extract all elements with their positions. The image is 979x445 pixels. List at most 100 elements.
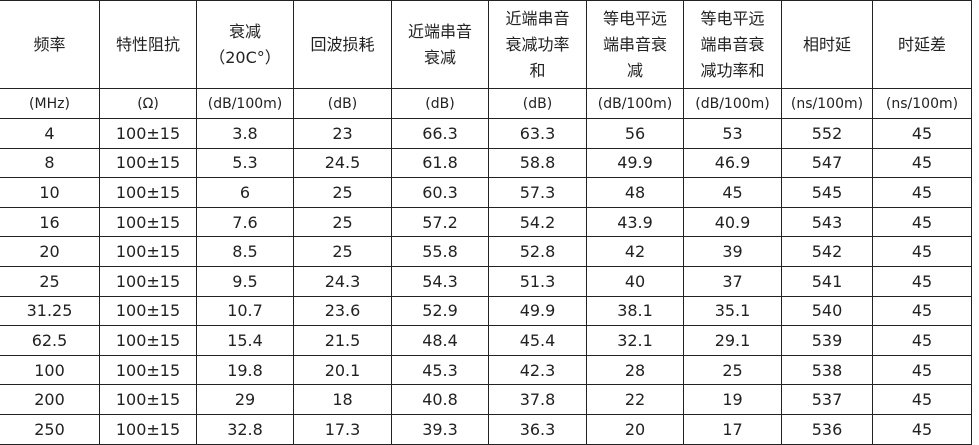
table-cell: 15.4: [196, 325, 294, 356]
table-cell: 36.3: [488, 413, 587, 445]
unit-cell: (MHz): [0, 88, 100, 119]
table-cell: 17: [683, 413, 782, 445]
table-cell: 54.3: [391, 265, 489, 297]
table-cell: 6: [196, 177, 294, 208]
table-cell: 25: [293, 206, 392, 238]
table-cell: 37: [683, 265, 782, 297]
header-row: 频率 特性阻抗 衰减 （20C°） 回波损耗 近端串音 衰减 近端串音 衰减功率 和等电平…: [0, 0, 972, 89]
table-cell: 25: [683, 354, 782, 386]
table-cell: 16: [0, 206, 100, 238]
table-cell: 45.3: [391, 354, 489, 386]
table-cell: 48: [586, 177, 684, 208]
table-cell: 100±15: [99, 295, 197, 327]
unit-cell: (dB/100m): [683, 88, 782, 119]
table-cell: 100±15: [99, 325, 197, 356]
table-cell: 29: [196, 384, 294, 415]
column-header: 近端串音 衰减功率 和: [488, 0, 587, 89]
table-row: 31.25 100±15 10.7 23.6 52.9 49.9 38.1 35.1 540 45: [0, 295, 972, 327]
table-cell: 20: [0, 236, 100, 267]
unit-cell: (dB): [293, 88, 392, 119]
table-cell: 200: [0, 384, 100, 415]
column-header: 回波损耗: [293, 0, 392, 89]
table-cell: 20: [586, 413, 684, 445]
table-cell: 17.3: [293, 413, 392, 445]
table-cell: 100±15: [99, 384, 197, 415]
table-cell: 10.7: [196, 295, 294, 327]
column-header: 等电平远 端串音衰 减: [586, 0, 684, 89]
table-cell: 66.3: [391, 118, 489, 149]
unit-cell: (ns/100m): [781, 88, 873, 119]
table-cell: 100: [0, 354, 100, 386]
table-cell: 3.8: [196, 118, 294, 149]
table-cell: 39: [683, 236, 782, 267]
table-cell: 54.2: [488, 206, 587, 238]
table-row: 16 100±15 7.6 25 57.2 54.2 43.9 40.9 543 45: [0, 206, 972, 238]
column-header: 等电平远 端串音衰 减功率和: [683, 0, 782, 89]
table-cell: 46.9: [683, 147, 782, 179]
table-cell: 43.9: [586, 206, 684, 238]
table-cell: 40.9: [683, 206, 782, 238]
table-cell: 22: [586, 384, 684, 415]
table-cell: 61.8: [391, 147, 489, 179]
table-cell: 542: [781, 236, 873, 267]
table-cell: 23.6: [293, 295, 392, 327]
table-cell: 24.3: [293, 265, 392, 297]
unit-cell: (dB): [488, 88, 587, 119]
table-cell: 545: [781, 177, 873, 208]
table-cell: 25: [0, 265, 100, 297]
table-cell: 100±15: [99, 413, 197, 445]
column-header: 相时延: [781, 0, 873, 89]
column-header: 近端串音 衰减: [391, 0, 489, 89]
table-cell: 53: [683, 118, 782, 149]
table-cell: 23: [293, 118, 392, 149]
table-cell: 49.9: [586, 147, 684, 179]
table-cell: 45: [872, 354, 972, 386]
table-cell: 45: [872, 265, 972, 297]
table-row: 4 100±15 3.8 23 66.3 63.3 56 53 552 45: [0, 118, 972, 149]
table-cell: 25: [293, 236, 392, 267]
column-header: 频率: [0, 0, 100, 89]
table-cell: 19: [683, 384, 782, 415]
unit-cell: (dB): [391, 88, 489, 119]
table-cell: 24.5: [293, 147, 392, 179]
table-cell: 7.6: [196, 206, 294, 238]
table-cell: 100±15: [99, 147, 197, 179]
table-row: 25 100±15 9.5 24.3 54.3 51.3 40 37 541 45: [0, 265, 972, 297]
table-cell: 45: [872, 325, 972, 356]
table-cell: 45: [872, 413, 972, 445]
column-header: 衰减 （20C°）: [196, 0, 294, 89]
table-cell: 32.8: [196, 413, 294, 445]
table-cell: 57.2: [391, 206, 489, 238]
table-cell: 540: [781, 295, 873, 327]
table-cell: 45: [872, 384, 972, 415]
table-cell: 100±15: [99, 236, 197, 267]
table-cell: 51.3: [488, 265, 587, 297]
table-cell: 4: [0, 118, 100, 149]
table-cell: 20.1: [293, 354, 392, 386]
table-cell: 100±15: [99, 177, 197, 208]
table-cell: 45: [683, 177, 782, 208]
units-row: (MHz) (Ω) (dB/100m) (dB) (dB) (dB) (dB/100m) (d…: [0, 88, 972, 119]
table-cell: 62.5: [0, 325, 100, 356]
table-cell: 543: [781, 206, 873, 238]
table-cell: 5.3: [196, 147, 294, 179]
table-cell: 45: [872, 177, 972, 208]
table-cell: 49.9: [488, 295, 587, 327]
table-cell: 52.8: [488, 236, 587, 267]
table-body: 4 100±15 3.8 23 66.3 63.3 56 53 552 45 8 100±15 5.3 2…: [0, 118, 972, 445]
table-row: 10 100±15 6 25 60.3 57.3 48 45 545 45: [0, 177, 972, 208]
table-cell: 100±15: [99, 118, 197, 149]
table-cell: 547: [781, 147, 873, 179]
table-cell: 60.3: [391, 177, 489, 208]
table-cell: 539: [781, 325, 873, 356]
table-cell: 9.5: [196, 265, 294, 297]
unit-cell: (ns/100m): [872, 88, 972, 119]
table-cell: 37.8: [488, 384, 587, 415]
unit-cell: (Ω): [99, 88, 197, 119]
table-cell: 55.8: [391, 236, 489, 267]
table-cell: 58.8: [488, 147, 587, 179]
table-cell: 31.25: [0, 295, 100, 327]
table-cell: 45: [872, 236, 972, 267]
unit-cell: (dB/100m): [196, 88, 294, 119]
table-row: 8 100±15 5.3 24.5 61.8 58.8 49.9 46.9 547 45: [0, 147, 972, 179]
